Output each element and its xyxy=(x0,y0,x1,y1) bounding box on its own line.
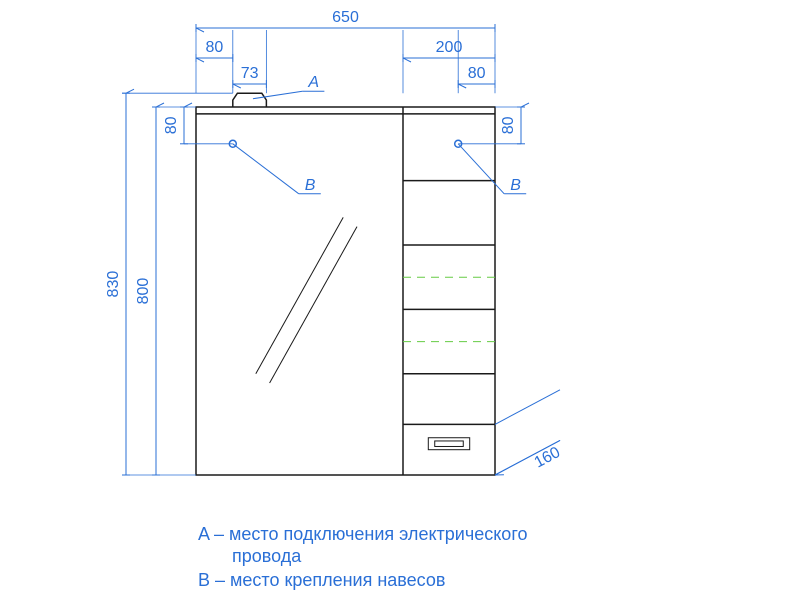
legend-line-a: A – место подключения электрического xyxy=(198,524,528,544)
label-B-left: B xyxy=(305,177,316,194)
label-A: A xyxy=(307,74,319,91)
dim-800: 800 xyxy=(135,278,152,305)
dim-650: 650 xyxy=(332,9,359,26)
mirror-gloss xyxy=(270,227,357,383)
dim-160: 160 xyxy=(532,444,564,472)
dim-73: 73 xyxy=(241,65,259,82)
dim-830: 830 xyxy=(105,271,122,298)
legend-line-b: B – место крепления навесов xyxy=(198,570,445,590)
dim-200: 200 xyxy=(436,39,463,56)
drawer-handle-inner xyxy=(435,441,464,447)
legend-line-a2: провода xyxy=(232,546,302,566)
lamp-housing xyxy=(233,93,267,107)
mirror-gloss xyxy=(256,217,343,373)
dim-80-vright: 80 xyxy=(500,116,517,134)
cabinet-outline xyxy=(196,107,495,475)
dim-80-top: 80 xyxy=(206,39,224,56)
label-B-right: B xyxy=(510,177,521,194)
dim-80-right: 80 xyxy=(468,65,486,82)
dim-80-vleft: 80 xyxy=(163,116,180,134)
depth-edge xyxy=(495,390,560,425)
